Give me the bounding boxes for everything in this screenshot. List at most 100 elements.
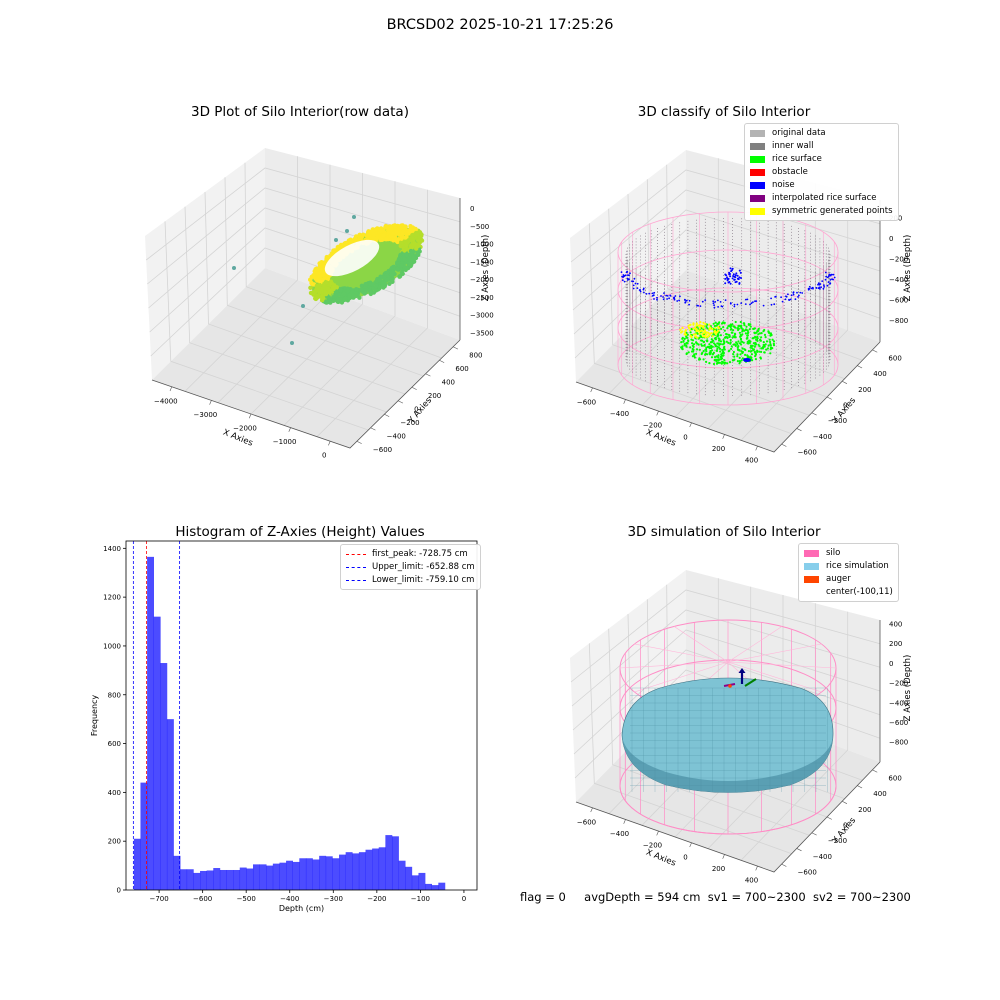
symmetric-point: [679, 328, 682, 331]
noise-point: [773, 303, 776, 306]
rice-surface-point: [710, 346, 713, 350]
noise-point: [688, 303, 690, 306]
histogram-bar: [259, 864, 267, 890]
noise-point: [688, 299, 691, 302]
rice-surface-point: [681, 348, 684, 351]
histogram-bar: [319, 855, 327, 890]
z-axis-label: Z Axies (Depth): [481, 235, 491, 302]
noise-point: [750, 302, 753, 305]
rice-surface-point: [721, 360, 724, 363]
rice-surface-point: [753, 331, 756, 334]
rice-surface-point: [720, 362, 723, 365]
rice-surface-point: [706, 353, 709, 356]
noise-point: [733, 305, 736, 308]
rice-surface-point: [715, 355, 718, 358]
tick-mark: [169, 386, 173, 392]
tick-label: 200: [858, 806, 871, 814]
noise-point: [787, 293, 789, 296]
rice-surface-point: [741, 328, 744, 331]
data-point: [394, 229, 399, 234]
data-point: [384, 277, 390, 283]
symmetric-point: [704, 333, 708, 336]
rice-surface-point: [722, 350, 725, 353]
rice-surface-point: [728, 324, 731, 328]
grid-line: [316, 189, 428, 437]
rice-surface-point: [714, 321, 717, 324]
data-point: [390, 269, 396, 275]
tick-mark: [623, 399, 626, 404]
noise-point: [789, 298, 792, 301]
tick-label: 200: [712, 865, 725, 873]
tick-label: 600: [888, 774, 901, 782]
data-point: [366, 231, 371, 236]
histogram-bar: [305, 858, 313, 890]
noise-point: [733, 278, 736, 281]
symmetric-point: [695, 329, 698, 332]
noise-point: [663, 292, 665, 294]
rice-surface-point: [749, 346, 752, 349]
noise-point: [712, 300, 715, 303]
rice-surface-point: [712, 333, 715, 336]
data-point: [411, 236, 416, 242]
data-point: [338, 288, 343, 293]
rice-surface-point: [718, 361, 722, 364]
tick-mark: [781, 443, 787, 447]
data-point: [408, 258, 413, 263]
rice-surface-point: [743, 348, 746, 351]
rice-surface-point: [742, 322, 745, 325]
tick-label: −500: [470, 223, 489, 231]
rice-surface-point: [736, 327, 739, 330]
tick-label: −800: [889, 317, 908, 325]
data-point: [333, 292, 338, 298]
symmetric-point: [702, 321, 705, 324]
rice-surface-point: [740, 334, 743, 337]
data-point: [341, 291, 347, 297]
rice-surface-point: [685, 341, 688, 345]
data-point: [396, 257, 401, 262]
flag-text: flag = 0: [520, 890, 566, 904]
panel4-legend: silo rice simulation auger center(-100,1…: [798, 543, 899, 602]
rice-surface-point: [721, 348, 724, 351]
rice-surface-point: [708, 343, 711, 346]
noise-point: [797, 296, 799, 298]
rice-surface-point: [723, 329, 726, 332]
symmetric-point: [692, 327, 695, 330]
symmetric-point: [698, 327, 701, 330]
tick-label: −400: [889, 276, 908, 284]
data-point: [388, 224, 393, 229]
tick-label: −4000: [154, 397, 178, 405]
tick-mark: [590, 807, 593, 813]
symmetric-point: [699, 330, 702, 333]
data-point: [357, 295, 362, 300]
rice-surface-point: [760, 336, 763, 339]
noise-point: [833, 276, 836, 279]
data-point: [371, 232, 376, 238]
rice-surface-point: [766, 347, 770, 350]
data-point: [321, 269, 326, 275]
rice-surface-point: [741, 351, 744, 355]
noise-point: [736, 303, 739, 306]
rice-surface-point: [690, 350, 694, 353]
noise-point: [668, 297, 670, 300]
noise-point: [796, 291, 798, 294]
noise-point: [731, 267, 734, 270]
rice-surface-point: [693, 343, 696, 346]
histogram-bar: [352, 853, 360, 890]
silo-wireframe: [634, 643, 729, 663]
data-point: [371, 236, 376, 241]
tick-label: −600: [889, 297, 908, 305]
histogram-bar: [312, 859, 320, 890]
tick-mark: [872, 349, 878, 353]
symmetric-point: [695, 324, 698, 327]
noise-point: [643, 291, 645, 294]
tick-label: 200: [858, 386, 871, 394]
silo-wireframe: [727, 661, 822, 693]
rice-surface-point: [732, 359, 735, 362]
rice-surface-point: [747, 331, 750, 334]
noise-point: [770, 297, 772, 300]
panel4-title: 3D simulation of Silo Interior: [627, 524, 821, 540]
noise-point: [754, 300, 756, 303]
noise-point: [762, 304, 765, 307]
histogram-bar: [133, 838, 141, 890]
rice-surface-point: [708, 362, 711, 365]
